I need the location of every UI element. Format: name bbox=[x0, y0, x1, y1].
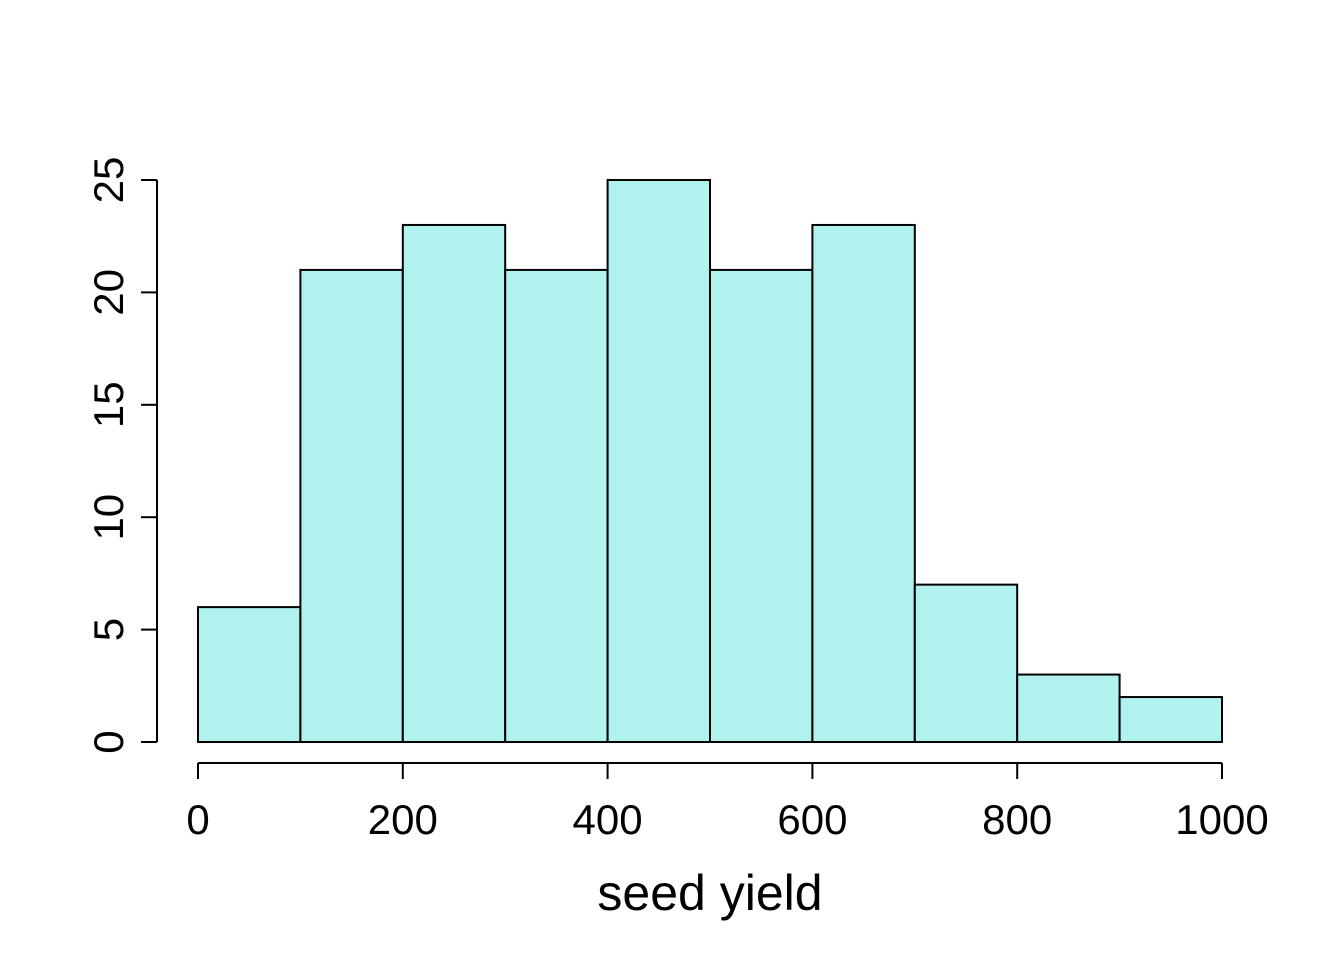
x-tick-label: 400 bbox=[573, 796, 643, 843]
histogram-bar bbox=[811, 223, 916, 743]
x-tick-label: 800 bbox=[982, 796, 1052, 843]
y-tick-label: 10 bbox=[85, 494, 132, 541]
histogram-bar bbox=[709, 268, 814, 743]
y-tick-label: 0 bbox=[85, 730, 132, 753]
x-tick-label: 600 bbox=[777, 796, 847, 843]
histogram-bar bbox=[1016, 673, 1121, 743]
histogram-bar bbox=[606, 179, 711, 743]
y-tick-label: 5 bbox=[85, 618, 132, 641]
y-axis: 0 5 10 15 20 25 bbox=[85, 157, 158, 754]
histogram-bar bbox=[197, 606, 302, 743]
x-tick-label: 200 bbox=[368, 796, 438, 843]
y-tick-label: 20 bbox=[85, 269, 132, 316]
x-axis: 0 200 400 600 800 1000 bbox=[186, 762, 1269, 843]
y-tick-label: 15 bbox=[85, 381, 132, 428]
y-tick-label: 25 bbox=[85, 157, 132, 204]
histogram-bar bbox=[299, 268, 404, 743]
histogram-bar bbox=[504, 268, 609, 743]
histogram-bars bbox=[197, 179, 1223, 744]
x-tick-label: 1000 bbox=[1175, 796, 1268, 843]
histogram-bar bbox=[401, 223, 507, 743]
x-tick-label: 0 bbox=[186, 796, 209, 843]
histogram-bar bbox=[913, 583, 1019, 744]
histogram-bar bbox=[1118, 696, 1223, 743]
x-axis-title: seed yield bbox=[597, 865, 822, 921]
